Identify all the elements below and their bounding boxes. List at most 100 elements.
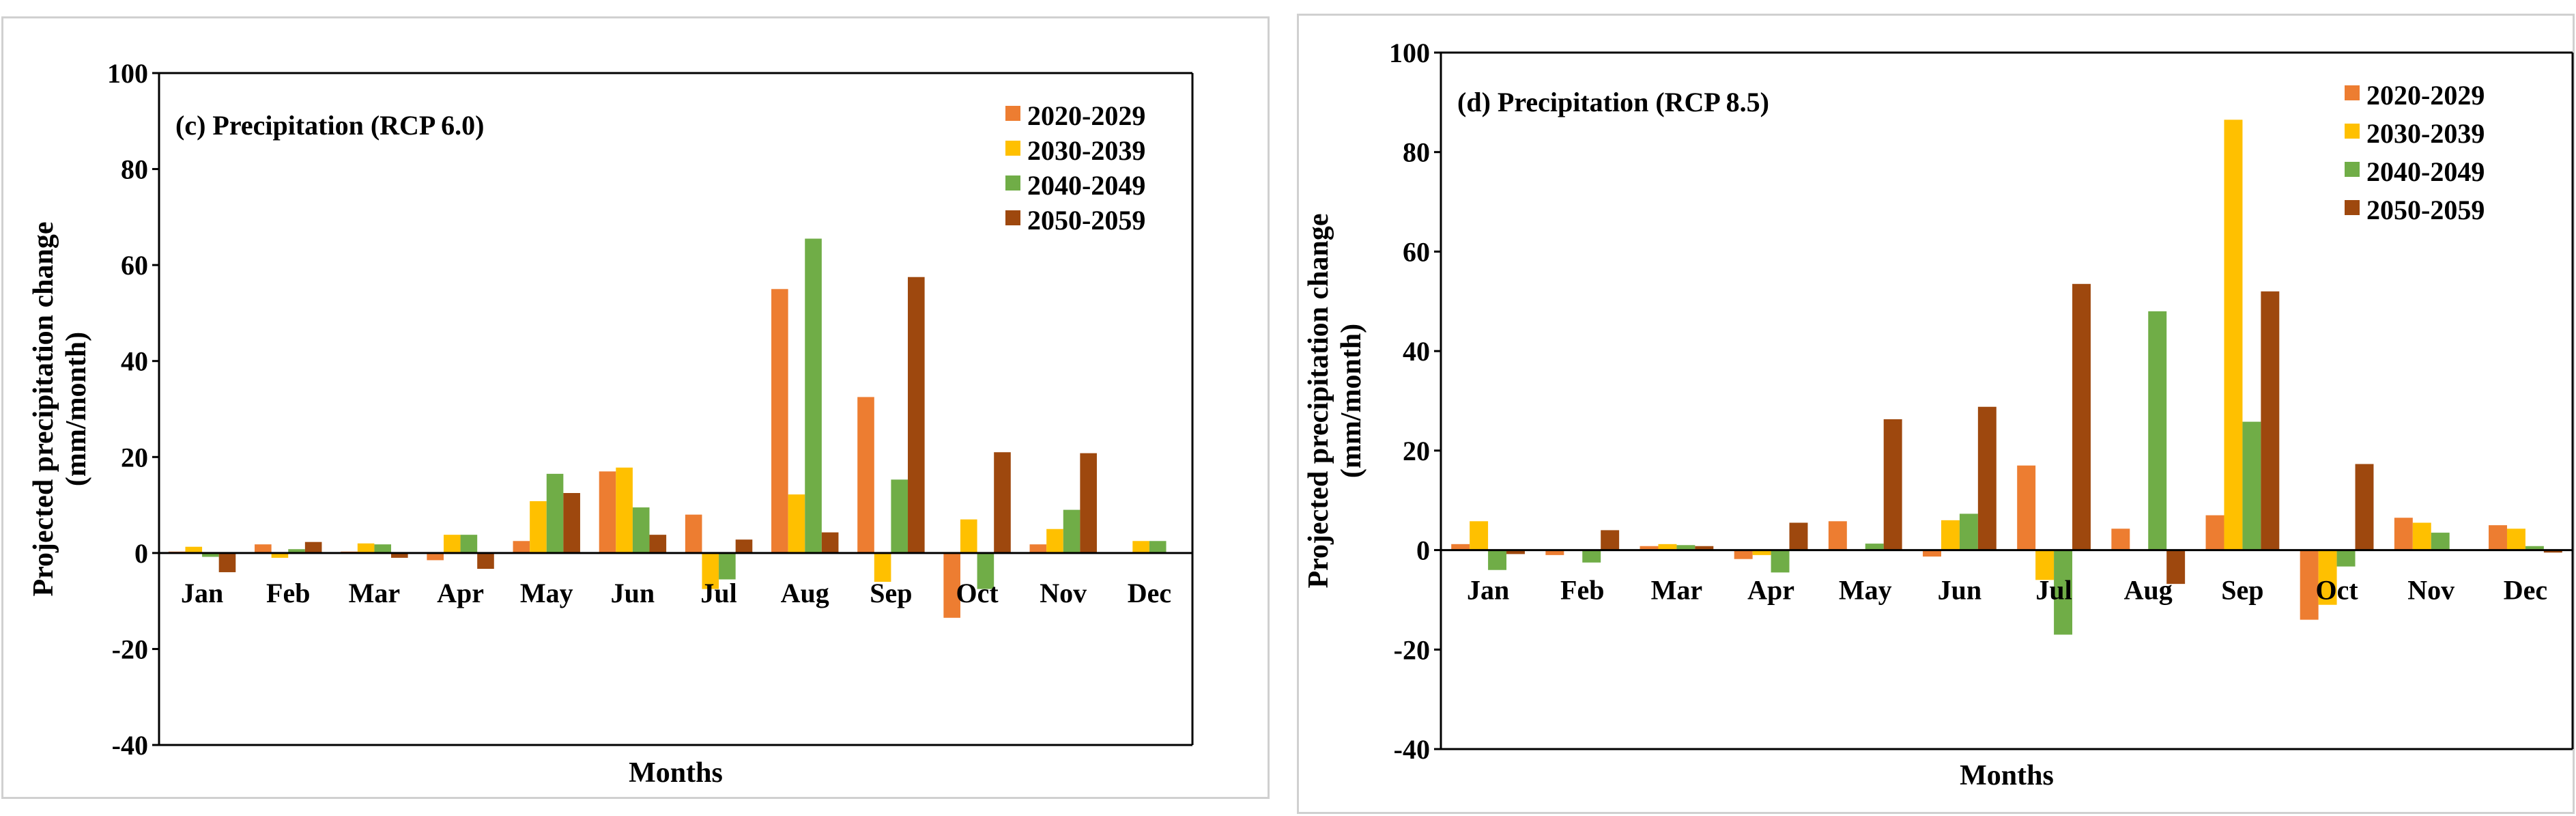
- y-tick-label: 100: [1389, 38, 1430, 68]
- chart-title: (d) Precipitation (RCP 8.5): [1457, 87, 1769, 117]
- y-tick-label: 80: [1403, 137, 1430, 168]
- x-category-label: Apr: [1747, 575, 1794, 606]
- bar-2020-2029-Jul: [2017, 465, 2036, 550]
- y-tick-label: 0: [134, 538, 148, 569]
- y-axis-label-line1: Projected precipitation change: [28, 221, 59, 596]
- bar-2050-2059-Sep: [2261, 291, 2280, 550]
- x-category-label: Jan: [1467, 575, 1509, 606]
- bar-2020-2029-May: [1828, 521, 1847, 550]
- x-category-label: Nov: [1040, 578, 1087, 608]
- x-category-label: Feb: [266, 578, 310, 608]
- legend-swatch: [1005, 210, 1020, 225]
- bar-2040-2049-Mar: [374, 544, 392, 553]
- bar-2050-2059-Jun: [1977, 406, 1997, 550]
- legend-label: 2040-2049: [1027, 170, 1145, 201]
- legend-label: 2040-2049: [2366, 156, 2485, 187]
- bar-2050-2059-Mar: [1695, 546, 1714, 550]
- bar-2040-2049-Oct: [2336, 550, 2356, 567]
- x-category-label: Mar: [1651, 575, 1703, 606]
- x-category-label: Mar: [349, 578, 401, 608]
- x-category-label: Jun: [611, 578, 655, 608]
- bar-2040-2049-Oct: [977, 552, 994, 589]
- y-tick-label: 40: [1403, 336, 1430, 367]
- x-category-label: Jan: [181, 578, 223, 608]
- bar-2020-2029-Apr: [1734, 550, 1753, 559]
- bar-2050-2059-Aug: [2166, 550, 2186, 585]
- bar-2030-2039-Mar: [357, 543, 375, 553]
- bar-2040-2049-Aug: [805, 238, 822, 553]
- x-category-label: Apr: [437, 578, 484, 608]
- bar-2050-2059-Apr: [1789, 522, 1808, 550]
- legend-label: 2050-2059: [1027, 205, 1145, 236]
- bar-2020-2029-Apr: [427, 552, 444, 561]
- x-category-label: Aug: [781, 578, 829, 608]
- chart-panel-d: 100 80 60 40 20 0 -20 -40 Jan Feb Mar Apr May Jun Jul A…: [1297, 14, 2575, 814]
- chart-title: (c) Precipitation (RCP 6.0): [175, 110, 484, 141]
- bar-2040-2049-Aug: [2148, 311, 2167, 550]
- x-category-label: Jul: [700, 578, 736, 608]
- legend-label: 2030-2039: [1027, 135, 1145, 166]
- bar-2020-2029-May: [513, 541, 530, 553]
- bar-2040-2049-Apr: [460, 535, 478, 553]
- legend-label: 2030-2039: [2366, 118, 2485, 149]
- bar-2040-2049-Jul: [719, 552, 736, 580]
- bar-2020-2029-Oct: [2300, 550, 2319, 620]
- legend-label: 2020-2029: [1027, 100, 1145, 131]
- x-category-label: May: [1839, 575, 1892, 606]
- y-tick-label: 100: [107, 58, 148, 89]
- bar-2050-2059-Mar: [391, 552, 408, 558]
- bar-2040-2049-Sep: [2242, 421, 2261, 550]
- y-axis-label-line2: (mm/month): [61, 332, 92, 486]
- bar-2030-2039-Nov: [2412, 522, 2431, 550]
- bar-2020-2029-Aug: [771, 289, 788, 553]
- chart-panel-c: 100 80 60 40 20 0 -20 -40 Jan Feb Mar Apr May Jun Jul A…: [1, 16, 1270, 799]
- bar-2040-2049-Jan: [202, 552, 219, 557]
- legend-swatch: [2345, 200, 2360, 215]
- bar-2020-2029-Sep: [857, 397, 874, 553]
- bar-2020-2029-Jan: [1451, 544, 1470, 550]
- bar-2030-2039-Dec: [1132, 541, 1149, 553]
- bar-2050-2059-Oct: [994, 452, 1011, 553]
- bar-2030-2039-Jun: [1941, 520, 1960, 550]
- bar-2040-2049-Sep: [891, 479, 908, 553]
- x-category-label: May: [520, 578, 573, 608]
- x-category-label: Sep: [870, 578, 912, 608]
- bar-2030-2039-Sep: [2224, 119, 2243, 550]
- bar-2030-2039-Jan: [1470, 521, 1489, 550]
- legend-swatch: [2345, 124, 2360, 139]
- legend-swatch: [1005, 141, 1020, 156]
- x-category-label: Sep: [2221, 575, 2263, 606]
- bar-2040-2049-Dec: [2525, 546, 2544, 550]
- bar-2020-2029-Nov: [1029, 544, 1047, 553]
- y-tick-label: 0: [1416, 535, 1430, 566]
- bar-2040-2049-May: [546, 473, 564, 553]
- x-category-label: Jun: [1938, 575, 1982, 606]
- bar-2020-2029-Feb: [255, 544, 272, 553]
- bar-2030-2039-Jul: [702, 552, 719, 589]
- bar-2030-2039-Jan: [185, 546, 203, 553]
- bar-2050-2059-Nov: [1080, 453, 1097, 553]
- bar-2040-2049-Jul: [2054, 550, 2073, 635]
- bar-2050-2059-Sep: [908, 277, 925, 553]
- bar-2050-2059-Jan: [218, 552, 236, 572]
- bar-2030-2039-Jul: [2035, 550, 2055, 580]
- bar-2040-2049-Mar: [1676, 545, 1695, 550]
- legend-swatch: [2345, 85, 2360, 100]
- x-category-label: Oct: [2315, 575, 2358, 606]
- bar-2050-2059-May: [1883, 419, 1902, 550]
- bar-2040-2049-Jun: [1959, 513, 1978, 550]
- bar-2020-2029-Jun: [599, 471, 616, 553]
- bar-2040-2049-Nov: [1063, 509, 1081, 553]
- bar-2020-2029-Feb: [1545, 550, 1564, 555]
- bar-2050-2059-Jun: [649, 535, 667, 553]
- bar-2020-2029-Dec: [2489, 525, 2507, 550]
- bar-2020-2029-Jul: [685, 514, 702, 553]
- y-axis-label-line2: (mm/month): [1336, 324, 1367, 478]
- x-category-label: Oct: [956, 578, 999, 608]
- bar-2040-2049-Nov: [2431, 533, 2450, 550]
- y-tick-label: 40: [121, 346, 148, 377]
- bar-2050-2059-Dec: [2543, 550, 2562, 553]
- legend-swatch: [2345, 162, 2360, 177]
- bar-2030-2039-Jun: [616, 467, 633, 553]
- bar-2050-2059-May: [563, 493, 580, 553]
